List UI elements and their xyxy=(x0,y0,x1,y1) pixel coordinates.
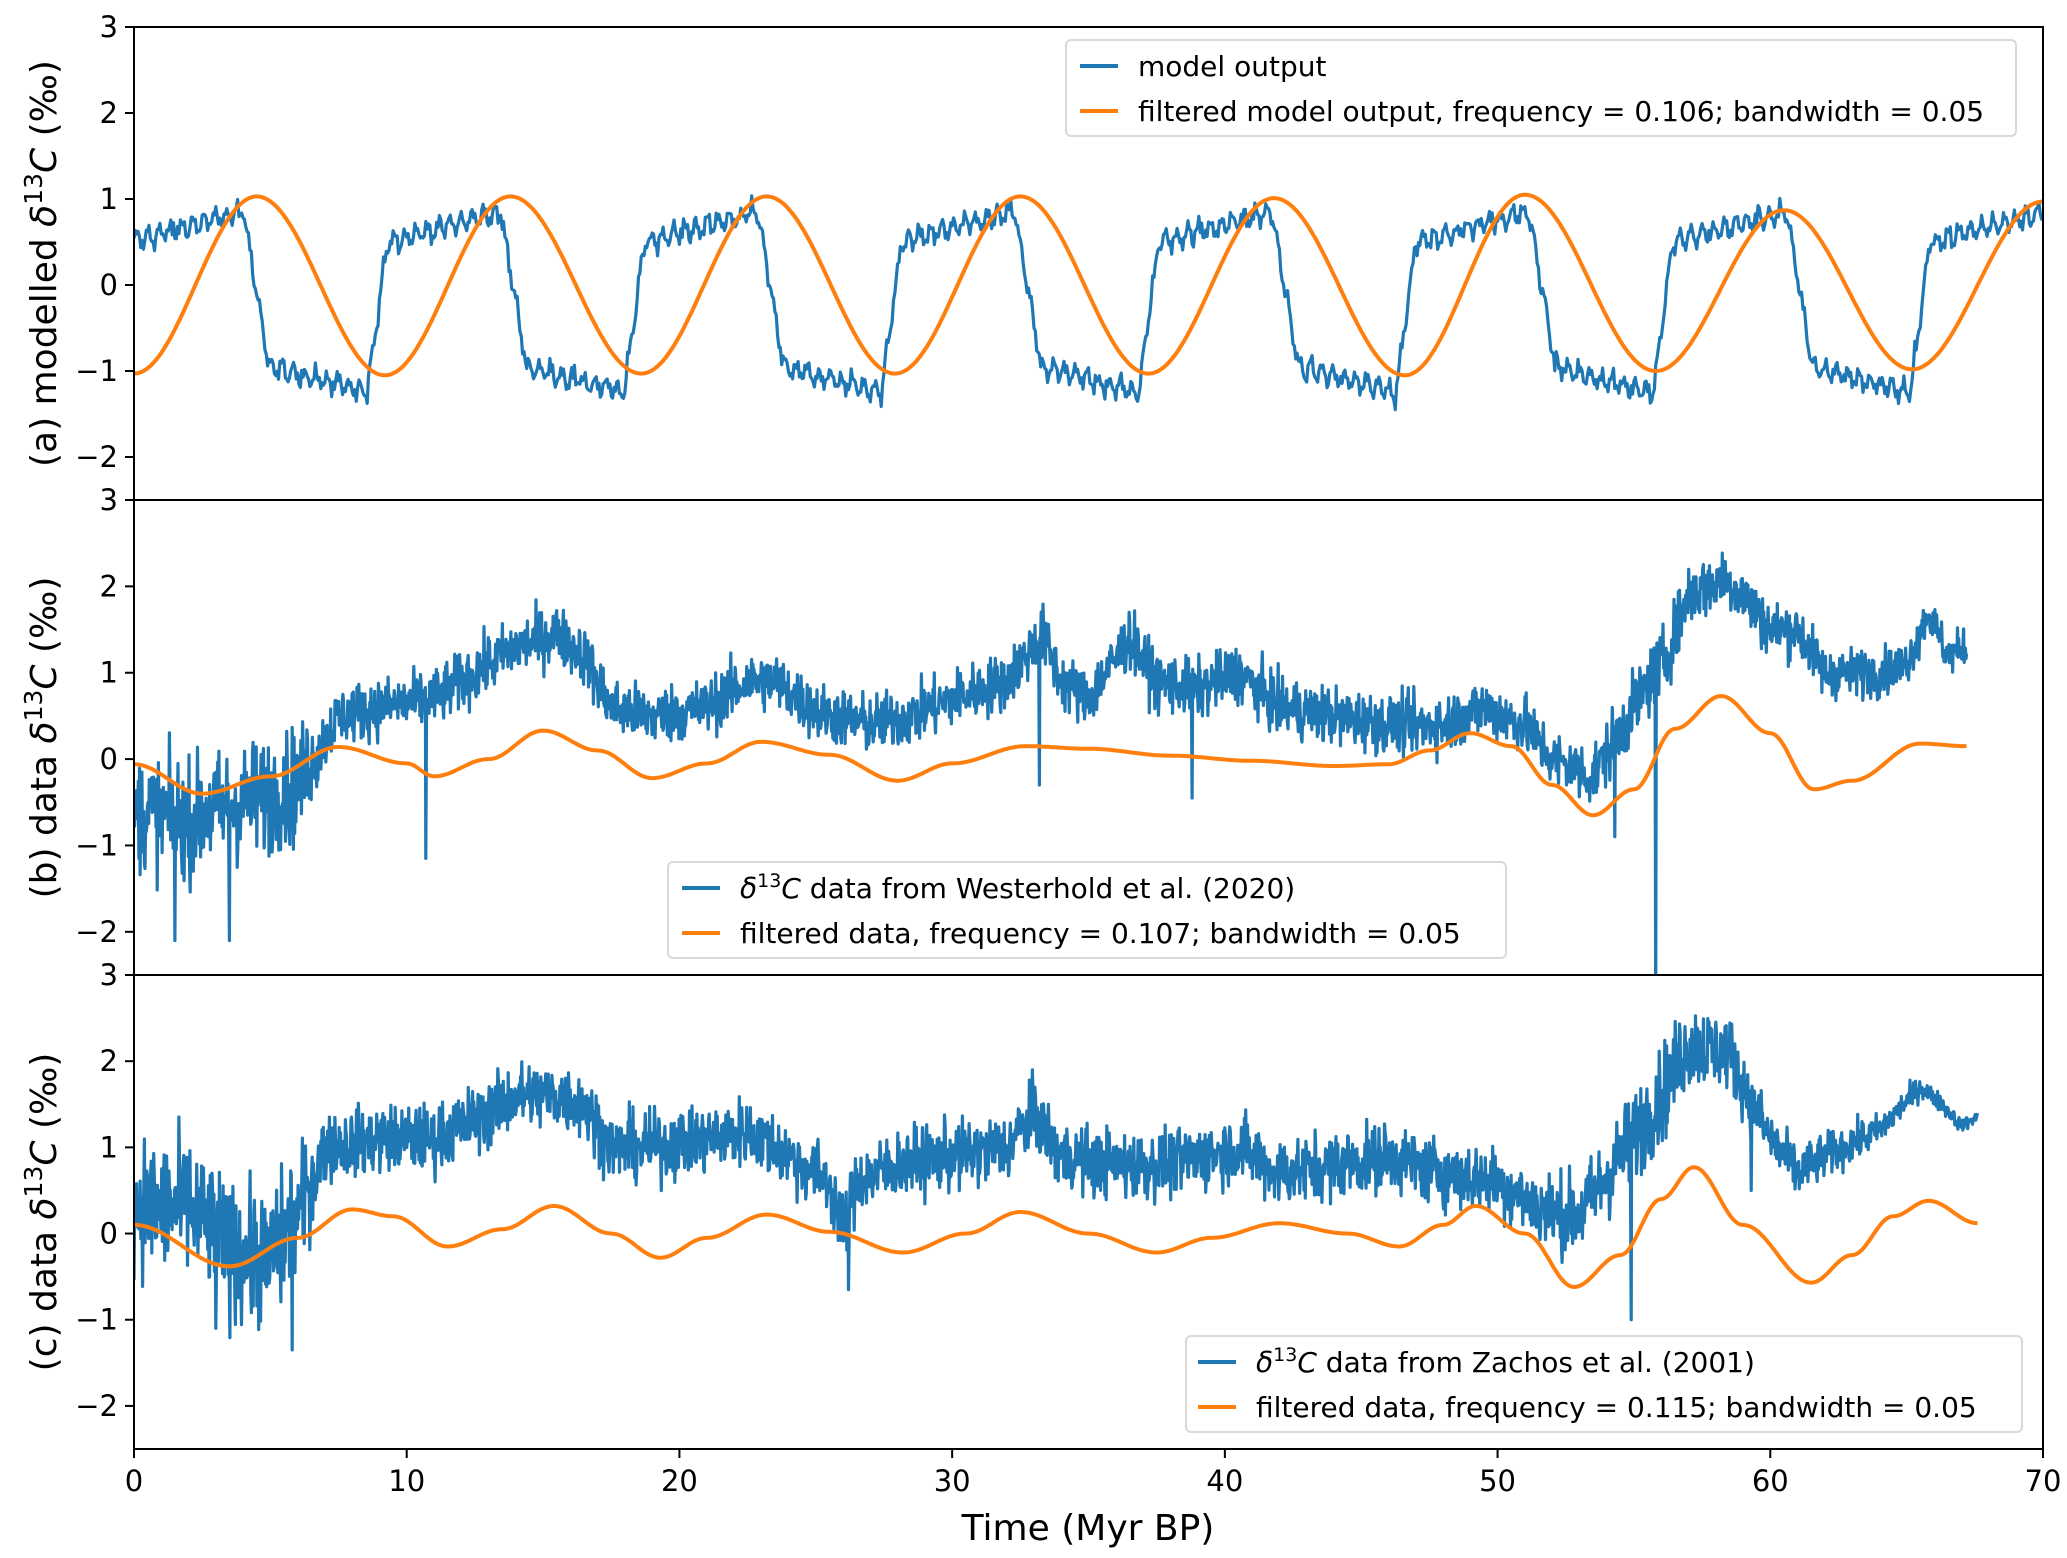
y-tick-label-a: 1 xyxy=(100,182,118,216)
series-line-c-filtered xyxy=(134,1165,1978,1289)
y-axis-label-a: (a) modelled δ13C (‰) xyxy=(19,60,65,467)
y-tick-label-c: 0 xyxy=(100,1217,118,1251)
y-tick-label-c: 2 xyxy=(100,1044,118,1078)
legend-c: δ13C data from Zachos et al. (2001) filte… xyxy=(1185,1335,2023,1433)
legend-entry: δ13C data from Zachos et al. (2001) xyxy=(1256,1344,1755,1379)
y-tick-label-a: −1 xyxy=(75,354,118,388)
y-tick-label-c: −1 xyxy=(75,1303,118,1337)
legend-box xyxy=(1185,1335,2023,1433)
x-tick-label: 10 xyxy=(388,1464,425,1498)
panel-b: −2 −1 0 1 2 3 (b) data δ13C (‰) δ13C data from … xyxy=(19,483,2044,976)
y-tick-label-b: 2 xyxy=(100,569,118,603)
legend-b: δ13C data from Westerhold et al. (2020) f… xyxy=(667,861,1507,959)
legend-a: model output filtered model output, frequ… xyxy=(1065,39,2017,137)
x-tick-label: 70 xyxy=(2025,1464,2062,1498)
legend-entry: filtered data, frequency = 0.107; bandwi… xyxy=(740,917,1461,950)
legend-entry: δ13C data from Westerhold et al. (2020) xyxy=(740,870,1295,905)
x-tick-label: 50 xyxy=(1479,1464,1516,1498)
y-tick-label-c: −2 xyxy=(75,1389,118,1423)
y-tick-label-c: 1 xyxy=(100,1130,118,1164)
legend-box xyxy=(1065,39,2017,137)
x-tick-label: 20 xyxy=(661,1464,698,1498)
y-tick-label-a: 2 xyxy=(100,96,118,130)
y-tick-label-c: 3 xyxy=(100,958,118,992)
x-tick-label: 0 xyxy=(125,1464,143,1498)
x-tick-label: 60 xyxy=(1752,1464,1789,1498)
panel-c: −2 −1 0 1 2 3 (c) data δ13C (‰) 0 10 20 30 40 50 60 70… xyxy=(19,958,2061,1498)
y-tick-label-a: 0 xyxy=(100,268,118,302)
legend-entry: filtered model output, frequency = 0.106… xyxy=(1138,95,1984,128)
y-tick-label-b: 0 xyxy=(100,742,118,776)
x-axis-label: Time (Myr BP) xyxy=(961,1508,1215,1549)
y-axis-label-c: (c) data δ13C (‰) xyxy=(19,1053,65,1372)
legend-entry: model output xyxy=(1138,50,1326,83)
series-line-c-data xyxy=(134,1014,1980,1352)
panel-a: −2 −1 0 1 2 3 (a) modelled δ13C (‰) model outpu… xyxy=(19,10,2044,501)
y-axis-label-b: (b) data δ13C (‰) xyxy=(19,577,65,899)
legend-box xyxy=(667,861,1507,959)
y-tick-label-b: −2 xyxy=(75,915,118,949)
y-tick-label-a: −2 xyxy=(75,440,118,474)
series-line-a-filtered xyxy=(134,192,2043,378)
legend-entry: filtered data, frequency = 0.115; bandwi… xyxy=(1256,1391,1977,1424)
y-tick-label-b: −1 xyxy=(75,828,118,862)
y-tick-label-b: 1 xyxy=(100,656,118,690)
series-line-a-data xyxy=(134,194,2043,412)
y-tick-label-b: 3 xyxy=(100,483,118,517)
series-line-b-data xyxy=(134,551,1969,975)
x-tick-label: 30 xyxy=(934,1464,971,1498)
axes-frame-c xyxy=(133,974,2044,1450)
x-tick-label: 40 xyxy=(1206,1464,1243,1498)
series-line-b-filtered xyxy=(134,694,1967,818)
y-tick-label-a: 3 xyxy=(100,10,118,44)
